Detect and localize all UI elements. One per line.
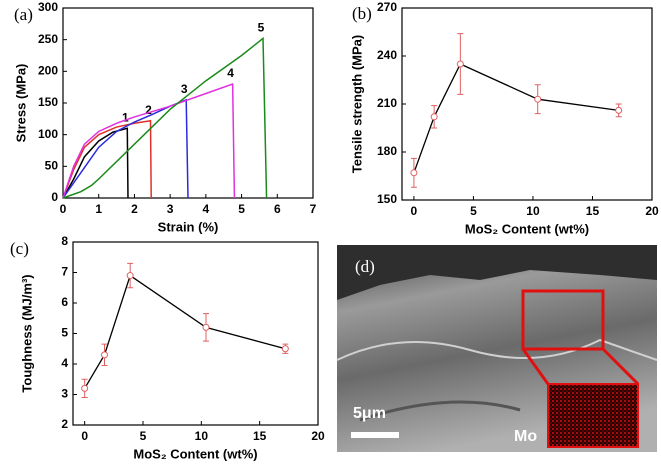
x-tick-label: 20 — [645, 204, 659, 218]
x-tick-label: 2 — [131, 202, 138, 216]
curve-label: 1 — [122, 111, 129, 125]
sem-image — [336, 245, 658, 452]
x-tick-label: 10 — [195, 429, 209, 443]
marker — [126, 272, 134, 280]
x-tick-label: 5 — [238, 202, 245, 216]
curve-label: 4 — [227, 66, 234, 80]
y-axis-label: Stress (MPa) — [13, 64, 28, 143]
marker — [410, 169, 418, 177]
line — [62, 82, 236, 199]
x-tick-label: 5 — [470, 204, 477, 218]
x-tick-label: 3 — [167, 202, 174, 216]
element-label: Mo — [514, 428, 537, 445]
panel-label: (c) — [10, 239, 29, 258]
y-tick-label: 210 — [377, 96, 397, 110]
panel-label: (b) — [352, 4, 372, 23]
y-tick-label: 200 — [38, 64, 58, 78]
line — [413, 63, 619, 174]
x-axis-label: MoS₂ Content (wt%) — [465, 221, 589, 236]
x-tick-label: 0 — [81, 429, 88, 443]
y-tick-label: 300 — [38, 0, 58, 14]
x-tick-label: 4 — [203, 202, 210, 216]
curve-label: 2 — [145, 103, 152, 117]
y-tick-label: 180 — [377, 144, 397, 158]
x-tick-label: 0 — [60, 202, 67, 216]
y-tick-label: 100 — [38, 127, 58, 141]
y-tick-label: 270 — [377, 0, 397, 14]
y-tick-label: 50 — [45, 159, 59, 173]
x-tick-label: 10 — [526, 204, 540, 218]
line — [62, 119, 152, 199]
y-tick-label: 0 — [51, 190, 58, 204]
y-tick-label: 5 — [61, 326, 68, 340]
scale-bar-label: 5μm — [353, 405, 386, 422]
marker — [81, 384, 89, 392]
x-tick-label: 15 — [586, 204, 600, 218]
x-tick-label: 20 — [311, 429, 325, 443]
x-tick-label: 7 — [310, 202, 317, 216]
x-tick-label: 0 — [411, 204, 418, 218]
panel-label: (d) — [355, 257, 375, 276]
marker — [615, 106, 623, 114]
x-tick-label: 6 — [274, 202, 281, 216]
y-tick-label: 7 — [61, 265, 68, 279]
x-axis-label: MoS₂ Content (wt%) — [133, 446, 257, 461]
y-tick-label: 150 — [38, 95, 58, 109]
marker — [281, 345, 289, 353]
curve-label: 5 — [258, 21, 265, 35]
marker — [430, 113, 438, 121]
plot-frame — [401, 7, 653, 201]
y-axis-label: Toughness (MJ/m³) — [19, 274, 34, 392]
y-axis-label: Tensile strength (MPa) — [349, 35, 364, 173]
y-tick-label: 3 — [61, 387, 68, 401]
x-tick-label: 1 — [95, 202, 102, 216]
marker — [101, 351, 108, 359]
y-tick-label: 250 — [38, 32, 58, 46]
marker — [534, 95, 542, 103]
line — [84, 274, 286, 389]
marker — [456, 60, 464, 68]
y-tick-label: 4 — [61, 356, 68, 370]
plot-frame — [72, 241, 319, 426]
x-tick-label: 5 — [140, 429, 147, 443]
y-tick-label: 8 — [61, 234, 68, 248]
x-axis-label: Strain (%) — [158, 219, 219, 234]
y-tick-label: 150 — [377, 192, 397, 206]
marker — [202, 323, 210, 331]
y-tick-label: 2 — [61, 417, 68, 431]
panel-label: (a) — [14, 5, 33, 24]
line — [62, 127, 129, 199]
y-tick-label: 240 — [377, 48, 397, 62]
x-tick-label: 15 — [253, 429, 267, 443]
line — [62, 36, 268, 199]
y-tick-label: 6 — [61, 295, 68, 309]
curve-label: 3 — [181, 82, 188, 96]
